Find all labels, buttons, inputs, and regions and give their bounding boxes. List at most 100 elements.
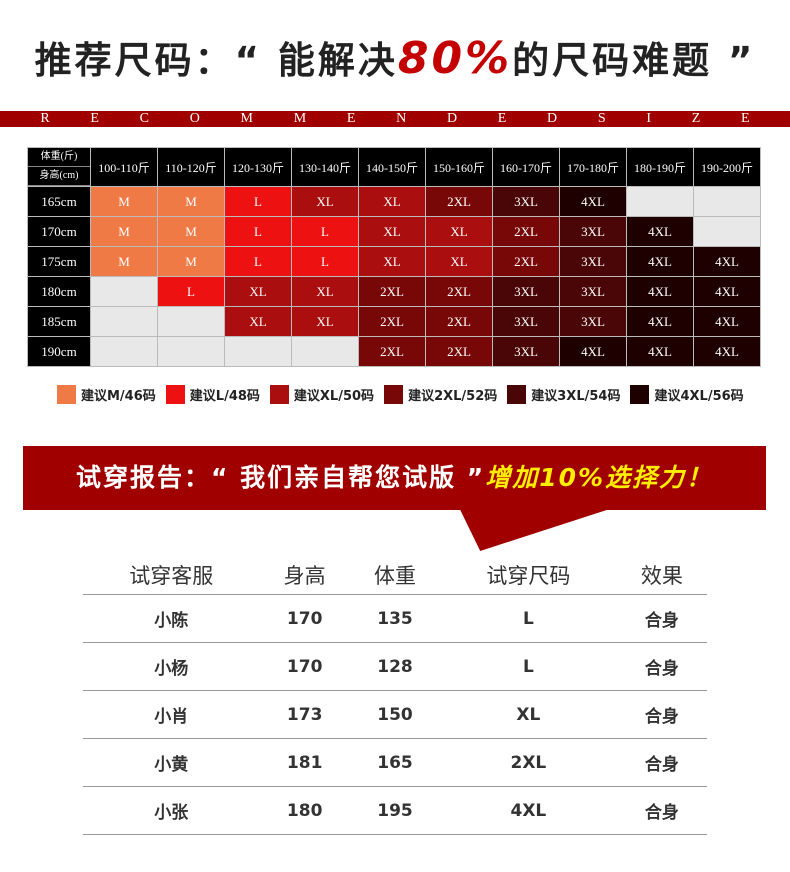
size-cell: L [224, 216, 292, 247]
size-cell: 4XL [693, 306, 761, 337]
trial-cell: 小陈 [83, 594, 260, 643]
legend-label: 建议XL/50码 [293, 389, 375, 404]
size-row: 185cm XL XL 2XL 2XL 3XL 3XL 4XL 4XL [27, 306, 761, 337]
weight-header: 140-150斤 [358, 147, 426, 187]
recommend-letter: I [646, 111, 652, 126]
size-row: 190cm 2XL 2XL 3XL 4XL 4XL 4XL [27, 336, 761, 367]
legend-item: 建议XL/50码 [269, 385, 375, 404]
legend-item: 建议2XL/52码 [384, 385, 497, 404]
size-cell: 4XL [626, 276, 694, 307]
size-cell: 3XL [492, 276, 560, 307]
height-label: 身高(cm) [28, 167, 90, 186]
height-cell: 165cm [27, 186, 91, 217]
trial-header-row: 试穿客服 身高 体重 试穿尺码 效果 [83, 555, 707, 595]
size-cell: 2XL [492, 216, 560, 247]
size-table: 体重(斤) 身高(cm) 100-110斤 110-120斤 120-130斤 130-1… [27, 147, 761, 367]
recommend-letter: R [40, 111, 50, 126]
legend-swatch [384, 385, 404, 404]
trial-cell: 小肖 [83, 690, 260, 739]
trial-header: 体重 [349, 555, 441, 595]
page-title: 推荐尺码：“ 能解决80%的尺码难题 ” [0, 30, 790, 84]
trial-cell: 150 [349, 690, 441, 739]
title-suffix: 的尺码难题 ” [512, 39, 756, 82]
size-cell [90, 306, 158, 337]
trial-cell: 165 [349, 738, 441, 787]
weight-header: 130-140斤 [291, 147, 359, 187]
trial-cell: 181 [259, 738, 350, 787]
size-cell: M [157, 246, 225, 277]
legend-item: 建议L/48码 [165, 385, 260, 404]
legend-label: 建议L/48码 [189, 389, 260, 404]
size-cell [157, 306, 225, 337]
size-cell: L [224, 186, 292, 217]
trial-cell: 4XL [440, 786, 617, 835]
size-cell: 2XL [358, 306, 426, 337]
legend-swatch [57, 385, 76, 404]
size-cell: 2XL [358, 276, 426, 307]
size-cell: 4XL [559, 186, 627, 217]
size-cell: M [90, 186, 158, 217]
banner-text: 试穿报告：“ 我们亲自帮您试版 ” [75, 463, 486, 492]
title-highlight: 80% [397, 33, 513, 84]
recommend-letter: D [446, 111, 458, 126]
trial-cell: 170 [259, 642, 350, 691]
trial-cell: 合身 [616, 786, 707, 835]
trial-row: 小陈 170 135 L 合身 [83, 594, 707, 643]
size-cell: 2XL [425, 186, 493, 217]
size-cell: 3XL [492, 336, 560, 367]
legend-item: 建议M/46码 [57, 385, 156, 404]
banner-pointer [440, 509, 610, 551]
trial-cell: 128 [349, 642, 441, 691]
size-header-row: 体重(斤) 身高(cm) 100-110斤 110-120斤 120-130斤 130-1… [27, 147, 761, 187]
size-cell: L [157, 276, 225, 307]
trial-cell: 135 [349, 594, 441, 643]
trial-header: 效果 [616, 555, 707, 595]
weight-header: 170-180斤 [559, 147, 627, 187]
size-cell: 4XL [693, 336, 761, 367]
size-cell: XL [291, 306, 359, 337]
weight-header: 180-190斤 [626, 147, 694, 187]
title-prefix: 推荐尺码：“ 能解决 [34, 39, 398, 82]
size-cell: 3XL [492, 306, 560, 337]
weight-header: 110-120斤 [157, 147, 225, 187]
trial-cell: 180 [259, 786, 350, 835]
trial-cell: 173 [259, 690, 350, 739]
trial-cell: 合身 [616, 642, 707, 691]
recommend-letter: O [189, 111, 200, 126]
recommend-letter: M [240, 111, 253, 126]
trial-row: 小张 180 195 4XL 合身 [83, 786, 707, 835]
size-cell [693, 216, 761, 247]
size-cell: M [157, 216, 225, 247]
trial-cell: L [440, 594, 617, 643]
size-cell: XL [291, 276, 359, 307]
size-row: 165cm M M L XL XL 2XL 3XL 4XL [27, 186, 761, 217]
size-cell: XL [358, 186, 426, 217]
height-cell: 190cm [27, 336, 91, 367]
trial-cell: 合身 [616, 738, 707, 787]
trial-cell: 195 [349, 786, 441, 835]
size-cell: L [224, 246, 292, 277]
weight-header: 100-110斤 [90, 147, 158, 187]
size-cell: M [90, 246, 158, 277]
recommend-letter: M [293, 111, 307, 126]
trial-cell: 小杨 [83, 642, 260, 691]
size-cell [90, 276, 158, 307]
size-legend: 建议M/46码 建议L/48码 建议XL/50码 建议2XL/52码 建议3XL/54码… [57, 385, 744, 404]
trial-cell: 合身 [616, 594, 707, 643]
size-cell: 4XL [626, 336, 694, 367]
size-cell [693, 186, 761, 217]
legend-label: 建议3XL/54码 [531, 389, 621, 404]
legend-swatch [269, 385, 289, 404]
weight-header: 120-130斤 [224, 147, 292, 187]
recommend-letter: C [139, 111, 149, 126]
size-cell: 3XL [492, 186, 560, 217]
trial-cell: 合身 [616, 690, 707, 739]
recommend-letter: N [396, 111, 407, 126]
recommend-letter: E [741, 111, 750, 126]
size-row: 175cm M M L L XL XL 2XL 3XL 4XL 4XL [27, 246, 761, 277]
size-cell: 4XL [626, 306, 694, 337]
legend-item: 建议3XL/54码 [507, 385, 620, 404]
size-cell [157, 336, 225, 367]
corner: 体重(斤) 身高(cm) [28, 148, 90, 186]
